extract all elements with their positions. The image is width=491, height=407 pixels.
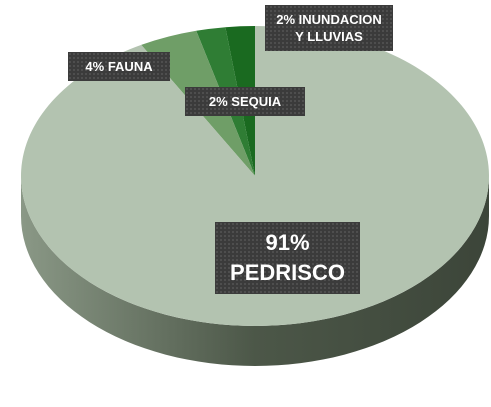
value-label: 2%	[208, 94, 228, 109]
value-label: 4%	[85, 59, 105, 74]
category-label: FAUNA	[107, 59, 153, 74]
value-label: 91%	[265, 230, 310, 255]
value-label: 2%	[276, 12, 296, 27]
data-label: 4% FAUNA	[68, 52, 170, 81]
data-label: 91% PEDRISCO	[215, 222, 360, 294]
category-label: PEDRISCO	[230, 260, 345, 285]
data-label: 2% INUNDACION Y LLUVIAS	[265, 5, 393, 51]
category-label: SEQUIA	[231, 94, 282, 109]
category-label: INUNDACION Y LLUVIAS	[295, 12, 382, 44]
pie-side	[21, 176, 489, 366]
data-label: 2% SEQUIA	[185, 87, 305, 116]
pie-slice	[20, 26, 490, 326]
